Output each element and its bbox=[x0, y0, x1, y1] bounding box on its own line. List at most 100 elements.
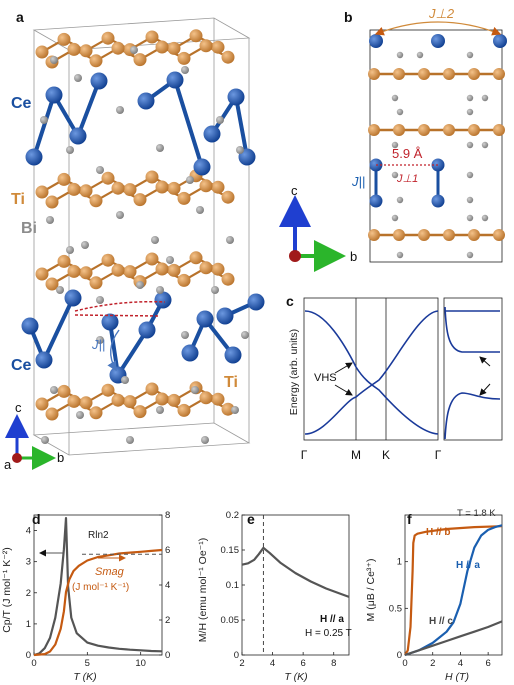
ti-layers bbox=[35, 29, 235, 421]
ti-atom bbox=[199, 261, 213, 275]
y-tick-label: 1 bbox=[26, 619, 31, 630]
ti-atom bbox=[35, 185, 49, 199]
ce-atom bbox=[90, 72, 108, 90]
ti-atom bbox=[167, 41, 181, 55]
ti-atom bbox=[145, 30, 159, 44]
x-tick-label: 8 bbox=[331, 658, 336, 669]
ce-atom bbox=[138, 321, 156, 339]
ti-atom-b bbox=[468, 68, 480, 80]
ti-atom bbox=[67, 394, 81, 408]
bi-atom-b bbox=[391, 94, 399, 102]
ce-bond-4 bbox=[108, 299, 165, 377]
label-bi: Bi bbox=[21, 220, 37, 237]
ti-atom-b bbox=[418, 229, 430, 241]
bi-atom-b bbox=[466, 196, 474, 204]
bi-atom bbox=[241, 331, 249, 339]
x-tick-label: 5 bbox=[85, 658, 90, 669]
d-ylabel: Cp/T (J mol⁻¹ K⁻²) bbox=[1, 547, 13, 633]
bi-atom bbox=[201, 436, 209, 444]
ce-atom bbox=[227, 88, 245, 106]
ti-atom bbox=[221, 402, 235, 416]
bi-atom bbox=[191, 386, 199, 394]
bi-atom bbox=[156, 144, 164, 152]
ti-atom bbox=[167, 263, 181, 277]
ti-atom-b bbox=[418, 68, 430, 80]
ti-atom bbox=[155, 262, 169, 276]
dos-frame bbox=[443, 297, 503, 441]
ti-atom bbox=[89, 54, 103, 68]
ti-atom bbox=[35, 397, 49, 411]
ti-atom bbox=[89, 194, 103, 208]
kpoint-gamma-1: Γ bbox=[301, 448, 308, 462]
ce-atom bbox=[247, 293, 265, 311]
series-line-0 bbox=[241, 546, 350, 598]
ti-atom bbox=[145, 170, 159, 184]
ti-atom bbox=[57, 254, 71, 268]
ti-atom bbox=[101, 383, 115, 397]
bi-atom-b bbox=[391, 214, 399, 222]
ti-atom bbox=[133, 53, 147, 67]
ti-atom bbox=[45, 277, 59, 291]
bi-atom bbox=[50, 386, 58, 394]
band-ylabel: Energy (arb. units) bbox=[288, 329, 300, 415]
ce-bond-1 bbox=[144, 78, 204, 168]
interchain-dash-1 bbox=[74, 300, 166, 312]
ce-atom bbox=[203, 125, 221, 143]
ti-atom bbox=[211, 40, 225, 54]
ce-atom bbox=[64, 289, 82, 307]
ce-atom bbox=[21, 317, 39, 335]
bi-atom bbox=[226, 236, 234, 244]
y-right-tick-label: 6 bbox=[165, 545, 170, 556]
ti-atom bbox=[155, 392, 169, 406]
y-tick-label: 0 bbox=[397, 650, 402, 661]
ce-atom-b bbox=[431, 194, 445, 208]
ti-atom bbox=[221, 190, 235, 204]
vhs-label: VHS bbox=[314, 372, 337, 384]
panel-label-f: f bbox=[407, 511, 412, 527]
bi-atom bbox=[66, 246, 74, 254]
plot-frame bbox=[404, 514, 503, 656]
x-tick-label: 10 bbox=[135, 658, 146, 669]
ce-bond-0 bbox=[32, 80, 101, 158]
ti-atom bbox=[35, 267, 49, 281]
series-line-0 bbox=[404, 525, 503, 656]
ti-atom bbox=[79, 184, 93, 198]
ti-atom-b bbox=[493, 68, 505, 80]
chart-d: 0 5 10 0 1 2 3 4 0 2 4 6 8 bbox=[26, 510, 171, 669]
y-tick-label: 0.1 bbox=[226, 580, 239, 591]
ti-atom-b bbox=[368, 229, 380, 241]
series-line-2 bbox=[404, 620, 503, 657]
ce-atom bbox=[224, 346, 242, 364]
bi-atom bbox=[211, 286, 219, 294]
x-tick-label: 4 bbox=[270, 658, 275, 669]
bi-atom bbox=[116, 211, 124, 219]
axis-c-label-b: c bbox=[291, 183, 298, 198]
y-tick-label: 4 bbox=[26, 526, 31, 537]
ti-atom bbox=[177, 403, 191, 417]
kpoint-k: K bbox=[382, 448, 390, 462]
ce-atom bbox=[25, 148, 43, 166]
chart-e: 2 4 6 8 0 0.05 0.1 0.15 0.2 bbox=[221, 510, 350, 669]
bi-atom-b bbox=[481, 94, 489, 102]
ti-atom bbox=[89, 276, 103, 290]
j-parallel-arrow bbox=[107, 329, 120, 372]
bi-atom bbox=[96, 166, 104, 174]
ti-atom bbox=[35, 45, 49, 59]
kpoint-m: M bbox=[351, 448, 361, 462]
y-right-tick-label: 8 bbox=[165, 510, 170, 521]
panel-f-magnetization: f 0 2 4 6 0 0.5 1 T = 1.8 K H // b H // a H //… bbox=[365, 508, 503, 683]
x-tick-label: 2 bbox=[239, 658, 244, 669]
bi-atom bbox=[166, 256, 174, 264]
e-field-value: H = 0.25 T bbox=[305, 628, 352, 639]
bi-atom-b bbox=[466, 214, 474, 222]
series-line-0 bbox=[33, 517, 163, 657]
bi-atom bbox=[40, 116, 48, 124]
ti-atom bbox=[145, 252, 159, 266]
y-tick-label: 0.15 bbox=[221, 545, 240, 556]
y-tick-label: 1 bbox=[397, 557, 402, 568]
bi-atom bbox=[136, 281, 144, 289]
panel-b-projection: J⊥2 5.9 Å J⊥1 J|| c b b bbox=[279, 6, 507, 272]
bi-atom-b bbox=[391, 171, 399, 179]
ti-atom bbox=[145, 382, 159, 396]
